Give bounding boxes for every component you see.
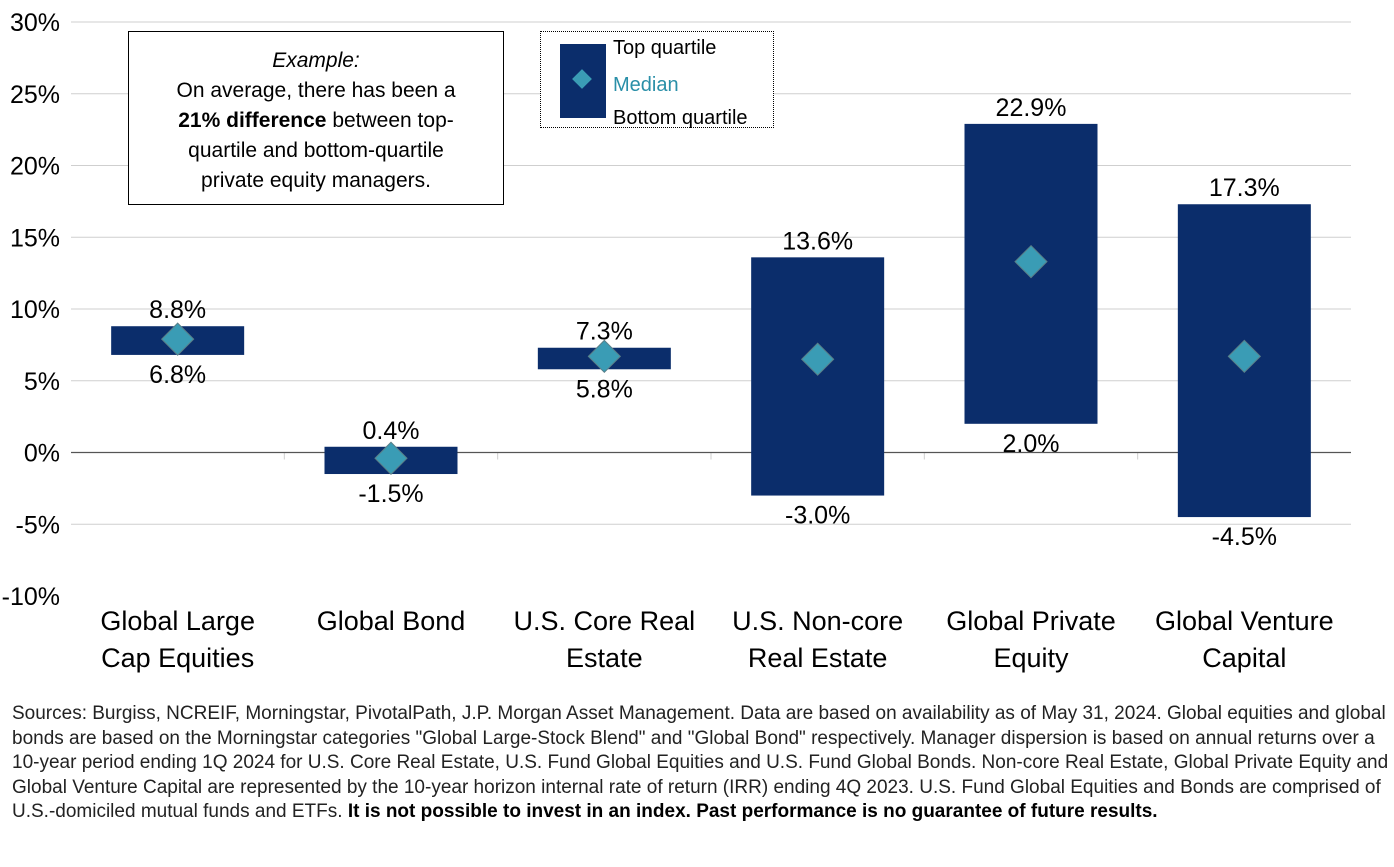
median-marker bbox=[160, 322, 195, 356]
medians bbox=[160, 244, 1262, 475]
bottom-quartile-label: -4.5% bbox=[1212, 523, 1277, 551]
category-label: U.S. Non-core bbox=[732, 606, 903, 636]
category-label: Estate bbox=[566, 643, 643, 673]
bottom-quartile-label: -3.0% bbox=[785, 502, 850, 530]
median-marker bbox=[1014, 244, 1048, 279]
category-labels: Global Large Cap Equities Global Bond U.S. … bbox=[100, 606, 1333, 673]
y-tick-label: 25% bbox=[10, 81, 60, 109]
footnote-sources: Sources: Burgiss, NCREIF, Morningstar, P… bbox=[12, 703, 1389, 822]
example-callout: Example: On average, there has been a 21… bbox=[128, 31, 504, 205]
example-highlight: 21% difference bbox=[178, 109, 327, 132]
y-tick-label: 0% bbox=[24, 440, 60, 468]
y-tick-label: -10% bbox=[2, 583, 60, 611]
footnote-disclaimer: It is not possible to invest in an index… bbox=[347, 801, 1158, 822]
example-line-4: private equity managers. bbox=[201, 169, 431, 192]
top-quartile-label: 13.6% bbox=[782, 227, 853, 255]
category-label: Equity bbox=[993, 643, 1069, 673]
median-marker bbox=[1227, 339, 1262, 374]
y-axis-ticks: -10% -5% 0% 5% 10% 15% 20% 25% 30% bbox=[2, 9, 60, 611]
y-tick-label: 15% bbox=[10, 224, 60, 252]
top-quartile-label: 0.4% bbox=[363, 417, 420, 445]
bottom-quartile-label: 6.8% bbox=[149, 361, 206, 389]
category-label: Global Large bbox=[100, 606, 255, 636]
top-quartile-label: 22.9% bbox=[996, 94, 1067, 122]
example-line-3: quartile and bottom-quartile bbox=[188, 139, 444, 162]
y-tick-label: 10% bbox=[10, 296, 60, 324]
bottom-quartile-label: 2.0% bbox=[1003, 430, 1060, 458]
legend: Top quartile Median Bottom quartile bbox=[540, 31, 774, 129]
y-tick-label: 20% bbox=[10, 153, 60, 181]
top-quartile-label: 8.8% bbox=[149, 296, 206, 324]
footnote: Sources: Burgiss, NCREIF, Morningstar, P… bbox=[12, 702, 1390, 825]
bottom-quartile-label: 5.8% bbox=[576, 375, 633, 403]
category-label: Cap Equities bbox=[101, 643, 254, 673]
legend-median: Median bbox=[613, 74, 679, 96]
top-quartile-label: 17.3% bbox=[1209, 174, 1280, 202]
category-label: Global Bond bbox=[317, 606, 466, 636]
median-marker bbox=[800, 342, 835, 376]
dispersion-chart: -10% -5% 0% 5% 10% 15% 20% 25% 30% 8.8% 6.8% 0.4% -… bbox=[2, 9, 1351, 673]
y-tick-label: 5% bbox=[24, 368, 60, 396]
median-marker bbox=[587, 339, 622, 374]
category-label: Capital bbox=[1202, 643, 1286, 673]
category-label: U.S. Core Real bbox=[514, 606, 696, 636]
legend-top-quartile: Top quartile bbox=[613, 37, 717, 59]
median-marker bbox=[374, 441, 408, 475]
example-line-1: On average, there has been a bbox=[176, 79, 456, 102]
y-tick-label: -5% bbox=[16, 511, 60, 539]
bottom-quartile-label: -1.5% bbox=[358, 480, 423, 508]
category-label: Real Estate bbox=[748, 643, 888, 673]
category-label: Global Private bbox=[946, 606, 1116, 636]
quartile-bar bbox=[751, 257, 885, 496]
example-title: Example: bbox=[272, 49, 360, 72]
y-tick-label: 30% bbox=[10, 9, 60, 37]
top-quartile-label: 7.3% bbox=[576, 318, 633, 346]
legend-bottom-quartile: Bottom quartile bbox=[613, 107, 748, 129]
example-line-2: between top- bbox=[326, 109, 454, 132]
category-label: Global Venture bbox=[1155, 606, 1334, 636]
value-labels: 8.8% 6.8% 0.4% -1.5% 7.3% 5.8% 13.6% -3.0% 22.9%… bbox=[149, 94, 1280, 551]
